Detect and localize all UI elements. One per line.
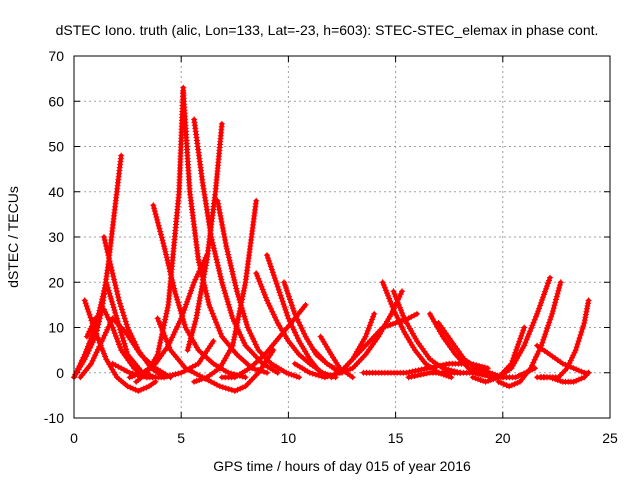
- x-tick-label: 20: [495, 430, 511, 446]
- x-tick-label: 0: [70, 430, 78, 446]
- series-pass-19: [218, 301, 309, 381]
- y-tick-labels: -10 0 10 20 30 40 50 60 70: [44, 48, 64, 426]
- series-markers: [77, 315, 174, 381]
- series-pass-33: [538, 297, 592, 381]
- y-tick-label: 30: [48, 229, 64, 245]
- series-markers: [495, 279, 564, 390]
- x-axis-label: GPS time / hours of day 015 of year 2016: [213, 458, 471, 474]
- series-markers: [180, 89, 270, 376]
- y-tick-label: 10: [48, 320, 64, 336]
- series-pass-31: [469, 324, 528, 385]
- series-markers: [317, 333, 356, 381]
- y-tick-label: 20: [48, 274, 64, 290]
- plot-area: [71, 84, 592, 394]
- plot-frame: [73, 55, 611, 419]
- series-pass-32: [495, 279, 564, 390]
- series-markers: [184, 120, 225, 354]
- x-tick-label: 5: [177, 430, 185, 446]
- series-pass-28: [360, 360, 491, 376]
- y-tick-label: 50: [48, 139, 64, 155]
- series-pass-25: [390, 288, 463, 376]
- y-tick-label: -10: [44, 410, 64, 426]
- y-tick-label: 70: [48, 48, 64, 64]
- y-tick-label: 40: [48, 184, 64, 200]
- x-tick-label: 25: [602, 430, 618, 446]
- series-markers: [534, 369, 592, 385]
- series-markers: [83, 306, 150, 381]
- series-markers: [154, 315, 277, 394]
- x-tick-label: 10: [281, 430, 297, 446]
- series-pass-13: [214, 197, 303, 381]
- series-pass-30: [482, 274, 553, 381]
- y-tick-label: 60: [48, 93, 64, 109]
- series-markers: [191, 197, 260, 385]
- series-markers: [218, 301, 309, 381]
- x-tick-labels: 0 5 10 15 20 25: [70, 430, 618, 446]
- x-tick-label: 15: [388, 430, 404, 446]
- y-axis-label: dSTEC / TECUs: [5, 186, 21, 288]
- series-markers: [482, 274, 553, 381]
- series-pass-14: [154, 315, 277, 394]
- series-curve: [318, 334, 355, 380]
- series-markers: [133, 84, 187, 385]
- series-pass-10: [184, 120, 225, 354]
- series-markers: [538, 297, 592, 381]
- series-pass-35: [534, 369, 592, 385]
- series-pass-22: [317, 333, 356, 381]
- chart-title: dSTEC Iono. truth (alic, Lon=133, Lat=-2…: [56, 22, 599, 38]
- series-markers: [360, 360, 491, 376]
- y-tick-label: 0: [56, 365, 64, 381]
- series-markers: [469, 324, 528, 385]
- series-pass-34: [534, 342, 592, 376]
- series-markers: [534, 342, 592, 376]
- series-pass-36: [83, 306, 150, 381]
